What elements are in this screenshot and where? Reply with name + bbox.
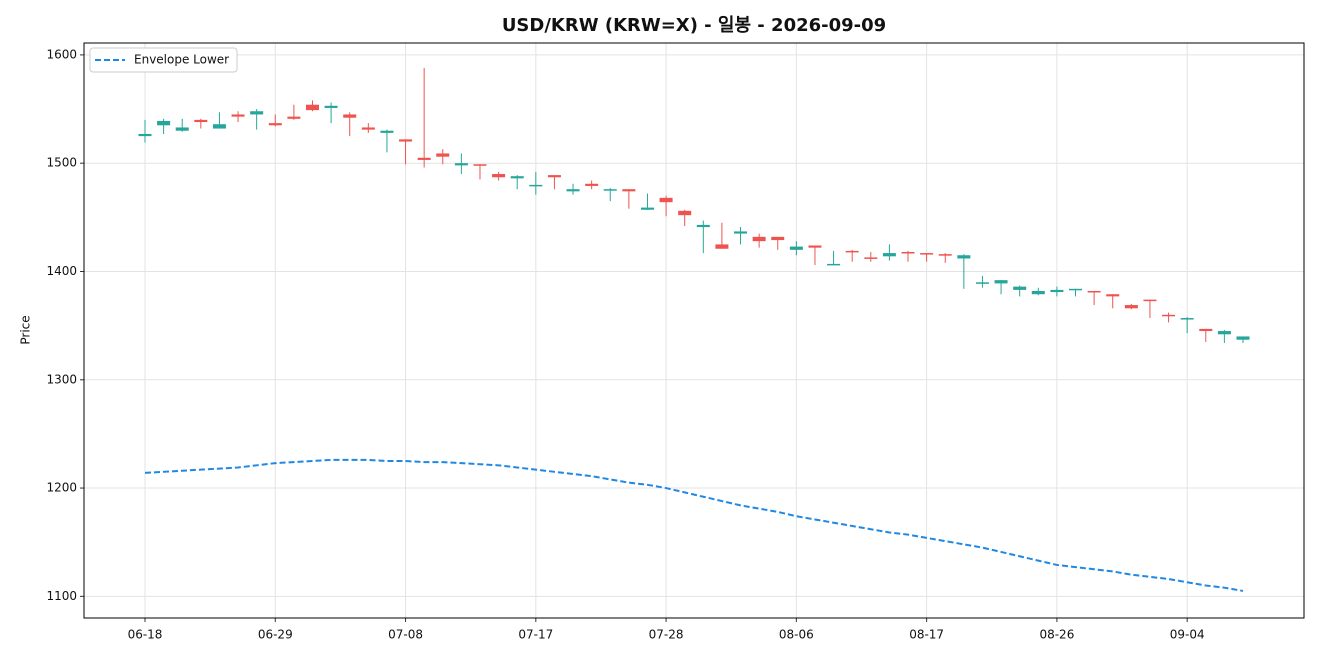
candle-body — [138, 133, 152, 137]
y-tick-label: 1600 — [46, 47, 77, 61]
y-tick-label: 1500 — [46, 156, 77, 170]
candle-body — [957, 255, 971, 259]
candle-body — [399, 139, 413, 142]
candle-body — [1143, 299, 1157, 302]
candle-body — [1069, 288, 1083, 291]
x-tick-label: 07-28 — [649, 628, 684, 642]
candle-body — [659, 197, 673, 203]
x-tick-label: 09-04 — [1170, 628, 1205, 642]
candle-body — [938, 254, 952, 256]
legend-box — [89, 47, 238, 73]
candle-body — [454, 163, 468, 166]
candle-body — [268, 123, 282, 126]
candle-body — [901, 251, 915, 254]
x-tick-label: 08-17 — [909, 628, 944, 642]
candle-body — [566, 189, 580, 192]
candle-body — [1217, 331, 1231, 335]
candle-body — [343, 114, 357, 118]
candle-body — [1236, 336, 1250, 340]
candle-body — [1087, 290, 1101, 293]
chart-title: USD/KRW (KRW=X) - 일봉 - 2026-09-09 — [502, 15, 886, 36]
y-tick-label: 1400 — [46, 264, 77, 278]
candle-body — [510, 176, 524, 179]
candle-body — [789, 246, 803, 250]
candle-body — [250, 111, 264, 115]
candle-body — [212, 124, 226, 129]
candle-body — [771, 236, 785, 241]
candle-body — [640, 207, 654, 210]
x-tick-label: 07-08 — [388, 628, 423, 642]
candle-body — [473, 164, 487, 166]
candle-body — [975, 282, 989, 284]
x-tick-label: 08-26 — [1039, 628, 1074, 642]
candle-body — [808, 245, 822, 248]
candle-body — [305, 104, 319, 111]
envelope-line — [144, 458, 1244, 592]
candle-body — [436, 153, 450, 157]
candle-body — [1031, 290, 1045, 295]
candle-body — [678, 210, 692, 216]
candle-body — [920, 253, 934, 255]
candle-body — [752, 236, 766, 242]
candle-body — [1106, 294, 1120, 297]
candle-body — [231, 114, 245, 117]
candle-body — [603, 189, 617, 191]
candle-body — [1180, 318, 1194, 320]
candle-body — [734, 231, 748, 234]
y-tick-label: 1100 — [46, 589, 77, 603]
candle-body — [1050, 289, 1064, 293]
candle-body — [194, 119, 208, 123]
x-tick-label: 06-29 — [258, 628, 293, 642]
x-tick-label: 07-17 — [518, 628, 553, 642]
candle-body — [492, 174, 506, 178]
candle-body — [157, 120, 171, 126]
candle-body — [547, 175, 561, 178]
candle-body — [585, 183, 599, 186]
candle-body — [1199, 328, 1213, 332]
candle-body — [175, 127, 189, 131]
legend-label: Envelope Lower — [134, 53, 229, 67]
candle-body — [1013, 286, 1027, 290]
candle-body — [994, 280, 1008, 284]
y-axis-label: Price — [19, 315, 33, 344]
candle-body — [827, 263, 841, 266]
candle-body — [882, 253, 896, 257]
candle-body — [622, 189, 636, 192]
candle-body — [361, 127, 375, 130]
candle-body — [864, 257, 878, 259]
y-tick-label: 1200 — [46, 481, 77, 495]
candle-body — [417, 157, 431, 160]
candle-body — [324, 105, 338, 108]
plot-frame — [83, 42, 1305, 619]
candle-body — [696, 224, 710, 228]
x-tick-label: 06-18 — [128, 628, 163, 642]
y-tick-label: 1300 — [46, 372, 77, 386]
candle-body — [715, 244, 729, 249]
candle-body — [380, 130, 394, 133]
x-tick-label: 08-06 — [779, 628, 814, 642]
candle-body — [845, 250, 859, 253]
legend: Envelope Lower — [89, 47, 238, 73]
candle-body — [1162, 314, 1176, 317]
candle-body — [287, 116, 301, 119]
candle-body — [529, 184, 543, 187]
candle-body — [1124, 305, 1138, 309]
